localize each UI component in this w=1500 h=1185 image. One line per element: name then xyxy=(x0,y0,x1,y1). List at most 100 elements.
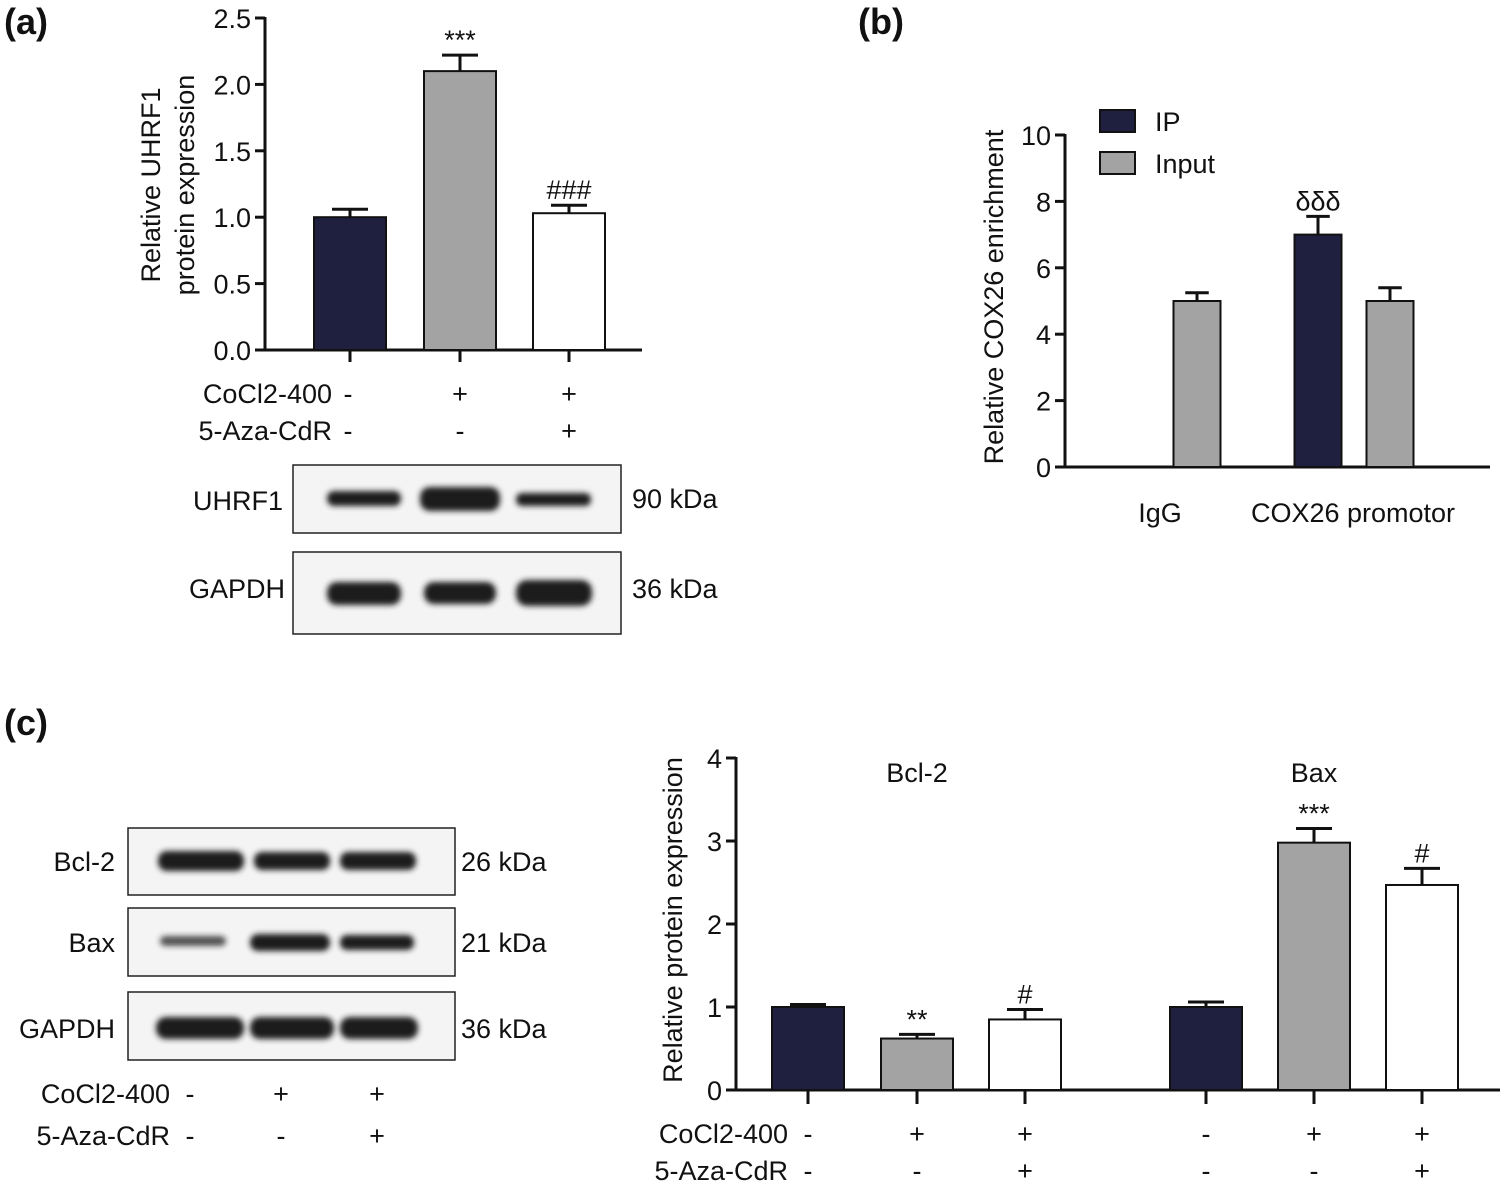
condition-mark: + xyxy=(1017,1156,1033,1185)
blot-label: Bax xyxy=(68,928,115,958)
condition-mark: + xyxy=(1017,1119,1033,1149)
bar xyxy=(880,1037,954,1092)
bar xyxy=(423,70,497,352)
y-tick-label: 2 xyxy=(1036,387,1051,417)
condition-mark: + xyxy=(369,1121,385,1151)
legend-swatch xyxy=(1099,109,1136,133)
y-tick-label: 8 xyxy=(1036,187,1051,217)
panel-label-c: (c) xyxy=(4,702,48,743)
y-tick-label: 1.5 xyxy=(213,137,251,167)
y-tick-label: 3 xyxy=(707,827,722,857)
legend-swatch xyxy=(1099,151,1136,175)
y-tick-label: 4 xyxy=(707,744,722,774)
bar xyxy=(532,212,606,351)
blot-size: 26 kDa xyxy=(461,847,548,877)
blot-bands-gapdh-c xyxy=(156,1017,418,1039)
y-tick-label: 1.0 xyxy=(213,203,251,233)
condition-mark: - xyxy=(344,379,353,409)
condition-mark: + xyxy=(1414,1156,1430,1185)
blot-label: UHRF1 xyxy=(193,486,283,516)
blot-label: GAPDH xyxy=(189,574,285,604)
condition-mark: - xyxy=(456,416,465,446)
charts: 0.0 0.5 1.0 1.5 2.0 2.5 Relative UHRF1 protein … xyxy=(136,4,1500,1185)
condition-label: 5-Aza-CdR xyxy=(36,1121,170,1151)
chart-a: 0.0 0.5 1.0 1.5 2.0 2.5 Relative UHRF1 protein … xyxy=(136,4,642,446)
condition-mark: - xyxy=(1202,1156,1211,1185)
condition-mark: - xyxy=(277,1121,286,1151)
y-tick-label: 1 xyxy=(707,993,722,1023)
condition-label: CoCl2-400 xyxy=(41,1079,170,1109)
significance-label: δδδ xyxy=(1295,186,1340,216)
western-blot-a: UHRF1 90 kDa GAPDH 36 kDa xyxy=(189,464,719,635)
condition-mark: + xyxy=(561,379,577,409)
significance-label: *** xyxy=(444,25,476,55)
y-tick-label: 2 xyxy=(707,910,722,940)
bar xyxy=(1385,883,1459,1091)
bar xyxy=(1293,233,1343,468)
condition-mark: + xyxy=(1414,1119,1430,1149)
blot-label: Bcl-2 xyxy=(53,847,115,877)
bar xyxy=(1365,300,1415,468)
group-label: Bax xyxy=(1291,758,1338,788)
condition-mark: + xyxy=(452,379,468,409)
y-tick-label: 2.0 xyxy=(213,70,251,100)
blot-size: 90 kDa xyxy=(632,484,719,514)
legend-label: IP xyxy=(1155,107,1181,137)
y-tick-label: 4 xyxy=(1036,320,1051,350)
condition-mark: + xyxy=(1306,1119,1322,1149)
y-tick-label: 0.5 xyxy=(213,270,251,300)
condition-mark: - xyxy=(344,416,353,446)
y-tick-label: 0 xyxy=(1036,453,1051,483)
significance-label: # xyxy=(1414,838,1429,868)
y-axis-label: Relative COX26 enrichment xyxy=(979,129,1009,464)
significance-label: ** xyxy=(906,1004,928,1034)
condition-mark: + xyxy=(369,1079,385,1109)
condition-mark: + xyxy=(273,1079,289,1109)
blot-bands-bcl2 xyxy=(158,851,416,871)
blot-size: 36 kDa xyxy=(632,574,719,604)
y-axis-label: protein expression xyxy=(170,75,200,296)
y-tick-label: 0 xyxy=(707,1076,722,1106)
y-axis-label: Relative protein expression xyxy=(658,757,688,1083)
group-label: Bcl-2 xyxy=(886,758,948,788)
condition-label: 5-Aza-CdR xyxy=(198,416,332,446)
y-axis-label: Relative UHRF1 xyxy=(136,87,166,282)
x-category-label: IgG xyxy=(1138,498,1182,528)
condition-mark: - xyxy=(186,1079,195,1109)
western-blot-c: Bcl-2 26 kDa Bax 21 kDa GAPDH 36 kDa CoC… xyxy=(19,827,548,1151)
bar xyxy=(1277,841,1351,1091)
bar xyxy=(1169,1006,1243,1091)
blot-bands-bax xyxy=(160,934,414,951)
chart-c: 0 1 2 3 4 Relative protein expression ** # Bcl-2… xyxy=(654,744,1500,1185)
panel-label-a: (a) xyxy=(4,1,48,42)
condition-mark: - xyxy=(1202,1119,1211,1149)
bar xyxy=(1172,300,1222,468)
condition-mark: - xyxy=(804,1119,813,1149)
bar xyxy=(771,1006,845,1091)
condition-mark: + xyxy=(561,416,577,446)
condition-label: 5-Aza-CdR xyxy=(654,1156,788,1185)
condition-mark: - xyxy=(804,1156,813,1185)
condition-mark: + xyxy=(909,1119,925,1149)
y-tick-label: 2.5 xyxy=(213,4,251,34)
blot-size: 36 kDa xyxy=(461,1014,548,1044)
legend-label: Input xyxy=(1155,149,1216,179)
condition-mark: - xyxy=(186,1121,195,1151)
blot-label: GAPDH xyxy=(19,1014,115,1044)
condition-label: CoCl2-400 xyxy=(659,1119,788,1149)
condition-mark: - xyxy=(1310,1156,1319,1185)
y-tick-label: 0.0 xyxy=(213,336,251,366)
significance-label: ### xyxy=(546,175,591,205)
blot-condition-marks: - + + - - + xyxy=(186,1079,385,1151)
blot-bands-uhrf1 xyxy=(327,487,591,511)
panel-label-b: (b) xyxy=(858,1,904,42)
condition-mark: - xyxy=(913,1156,922,1185)
significance-label: *** xyxy=(1298,799,1330,829)
chart-b: 0 2 4 6 8 10 Relative COX26 enrichment IgG δδδ CO… xyxy=(979,107,1490,528)
condition-label: CoCl2-400 xyxy=(203,379,332,409)
y-tick-label: 6 xyxy=(1036,254,1051,284)
y-tick-label: 10 xyxy=(1021,121,1051,151)
bar xyxy=(313,216,387,351)
blot-size: 21 kDa xyxy=(461,928,548,958)
